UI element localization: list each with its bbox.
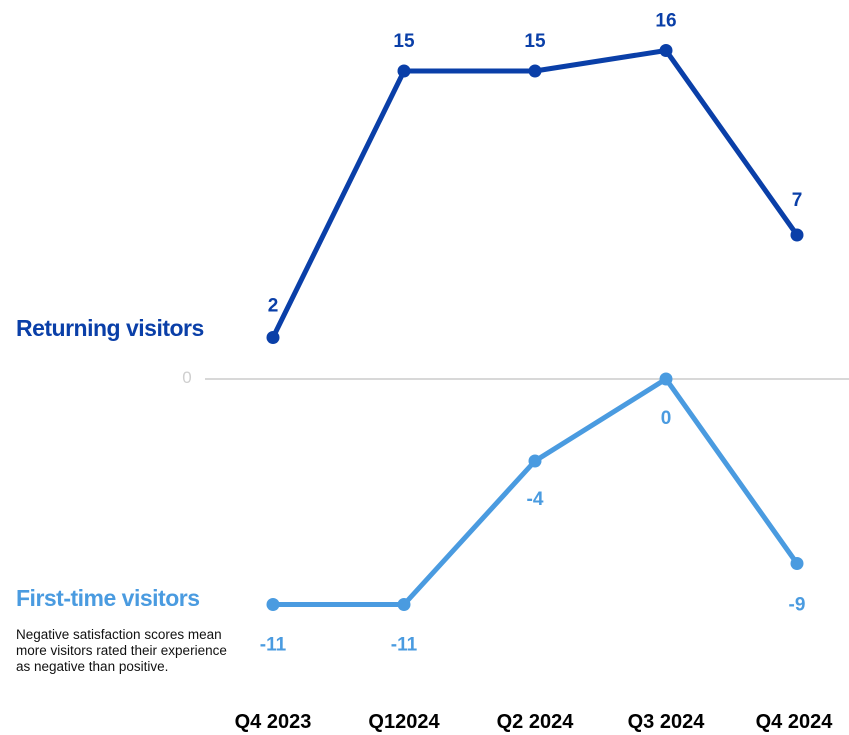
returning-series-line bbox=[270, 48, 800, 340]
x-tick-label: Q4 2023 bbox=[235, 711, 312, 733]
x-tick-label: Q4 2024 bbox=[756, 711, 834, 733]
x-tick-label: Q2 2024 bbox=[497, 711, 575, 733]
zero-line-label: 0 bbox=[182, 368, 191, 387]
returning-data-label: 15 bbox=[524, 31, 546, 52]
first-time-point bbox=[528, 454, 542, 468]
first-time-point bbox=[397, 598, 411, 611]
returning-data-label: 15 bbox=[393, 31, 415, 52]
returning-point bbox=[528, 64, 542, 78]
returning-visitors-series-label: Returning visitors bbox=[16, 315, 204, 341]
first-time-point bbox=[790, 557, 804, 570]
first-time-point bbox=[659, 372, 673, 386]
first-time-data-label: 0 bbox=[661, 408, 672, 429]
returning-point bbox=[790, 228, 804, 242]
first-time-point bbox=[266, 598, 280, 611]
first-time-data-label: -9 bbox=[789, 595, 806, 616]
returning-data-label: 2 bbox=[268, 296, 279, 317]
chart-footnote: Negative satisfaction scores mean more v… bbox=[16, 627, 227, 674]
returning-point bbox=[266, 331, 280, 344]
returning-data-label: 16 bbox=[655, 11, 676, 32]
returning-data-label: 7 bbox=[792, 190, 803, 211]
first-time-data-label: -11 bbox=[260, 635, 287, 656]
first-time-visitors-series-label: First-time visitors bbox=[16, 585, 200, 611]
returning-point bbox=[659, 44, 673, 57]
x-tick-label: Q3 2024 bbox=[628, 711, 706, 733]
returning-point bbox=[397, 64, 411, 78]
first-time-data-label: -11 bbox=[391, 635, 418, 656]
first-time-data-label: -4 bbox=[527, 489, 544, 510]
x-tick-label: Q12024 bbox=[368, 711, 440, 733]
